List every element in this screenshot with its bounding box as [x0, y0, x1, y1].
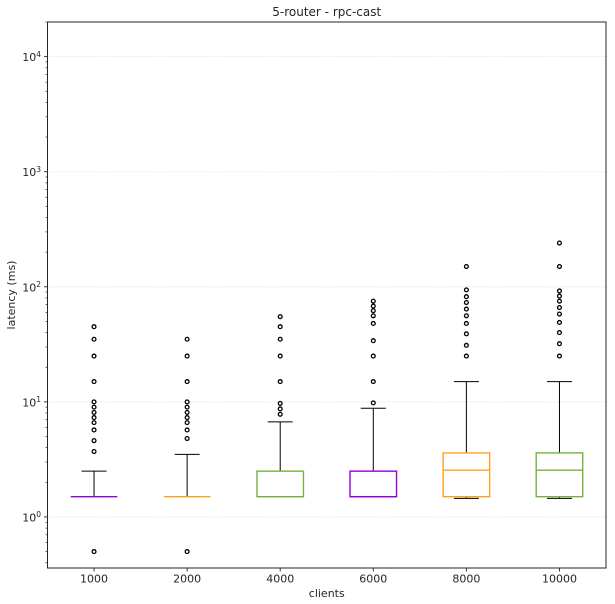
x-tick-label: 4000	[266, 573, 294, 586]
outlier-marker	[277, 336, 283, 342]
outlier-marker	[463, 331, 469, 337]
outlier-marker	[277, 353, 283, 359]
outlier-marker	[184, 415, 190, 421]
outlier-marker	[463, 353, 469, 359]
outlier-marker	[91, 399, 97, 405]
outlier-marker	[370, 313, 376, 319]
outlier-marker	[91, 415, 97, 421]
outlier-marker	[463, 306, 469, 312]
outlier-marker	[370, 308, 376, 314]
outlier-marker	[184, 379, 190, 385]
x-tick-label: 6000	[359, 573, 387, 586]
outlier-marker	[556, 293, 563, 299]
outlier-marker	[370, 303, 376, 309]
outlier-marker	[277, 324, 283, 330]
outlier-marker	[184, 435, 190, 442]
x-tick-label: 8000	[452, 573, 480, 586]
outlier-marker	[463, 313, 469, 319]
y-tick-label: 103	[22, 165, 41, 179]
outlier-marker	[463, 287, 469, 293]
y-tick-label: 102	[22, 280, 41, 294]
outlier-marker	[463, 294, 469, 300]
x-axis-label: clients	[309, 587, 345, 600]
outlier-marker	[463, 320, 469, 327]
box-group	[163, 336, 211, 555]
outlier-marker	[277, 400, 283, 406]
outlier-marker	[277, 411, 283, 417]
outlier-marker	[556, 298, 563, 304]
outlier-marker	[277, 314, 283, 320]
box	[349, 470, 398, 498]
outlier-marker	[91, 449, 97, 455]
outlier-marker	[91, 427, 97, 433]
outlier-marker	[91, 409, 97, 415]
outlier-marker	[277, 406, 283, 412]
outlier-marker	[184, 420, 190, 426]
box	[256, 470, 305, 498]
y-tick-label: 100	[22, 510, 41, 524]
outlier-marker	[277, 379, 283, 385]
outlier-marker	[556, 240, 563, 246]
box	[442, 452, 491, 498]
outlier-marker	[184, 549, 190, 555]
outlier-marker	[184, 336, 190, 342]
outlier-marker	[370, 400, 376, 406]
y-tick-label: 101	[22, 395, 41, 409]
chart-title: 5-router - rpc-cast	[272, 5, 381, 19]
x-tick-label: 2000	[173, 573, 201, 586]
box	[535, 452, 584, 498]
outlier-marker	[556, 288, 563, 294]
outlier-marker	[91, 324, 97, 330]
outlier-marker	[370, 320, 376, 327]
outlier-marker	[370, 338, 376, 344]
outlier-marker	[463, 342, 469, 348]
outlier-marker	[91, 549, 97, 555]
axes-layer: 100 101 102 103 104 1000 2000 4000 6000 8000 10000	[22, 21, 607, 586]
outlier-marker	[91, 336, 97, 342]
outlier-marker	[184, 427, 190, 433]
outlier-marker	[556, 305, 563, 311]
outlier-marker	[91, 404, 97, 410]
outlier-marker	[91, 379, 97, 385]
box-group	[442, 263, 491, 499]
data-layer	[70, 240, 584, 555]
outlier-marker	[370, 298, 376, 304]
grid-layer	[47, 56, 606, 518]
outlier-marker	[91, 438, 97, 444]
outlier-marker	[463, 299, 469, 306]
outlier-marker	[91, 420, 97, 426]
y-axis-label: latency (ms)	[5, 261, 18, 330]
box-group	[256, 314, 305, 498]
box-group	[535, 240, 584, 499]
outlier-marker	[184, 409, 190, 415]
outlier-marker	[184, 353, 190, 359]
x-tick-label: 1000	[80, 573, 108, 586]
outlier-marker	[556, 341, 563, 347]
outlier-marker	[370, 353, 376, 359]
outlier-marker	[556, 319, 563, 325]
box-group	[349, 298, 398, 498]
outlier-marker	[91, 353, 97, 359]
outlier-marker	[556, 353, 563, 359]
outlier-marker	[184, 399, 190, 405]
y-tick-label: 104	[22, 50, 41, 64]
outlier-marker	[556, 330, 563, 336]
outlier-marker	[556, 311, 563, 317]
box-group	[70, 324, 118, 555]
outlier-marker	[556, 263, 563, 270]
outlier-marker	[370, 379, 376, 385]
outlier-marker	[463, 263, 469, 270]
x-tick-label: 10000	[542, 573, 577, 586]
plot-frame	[47, 21, 607, 569]
outlier-marker	[184, 404, 190, 410]
